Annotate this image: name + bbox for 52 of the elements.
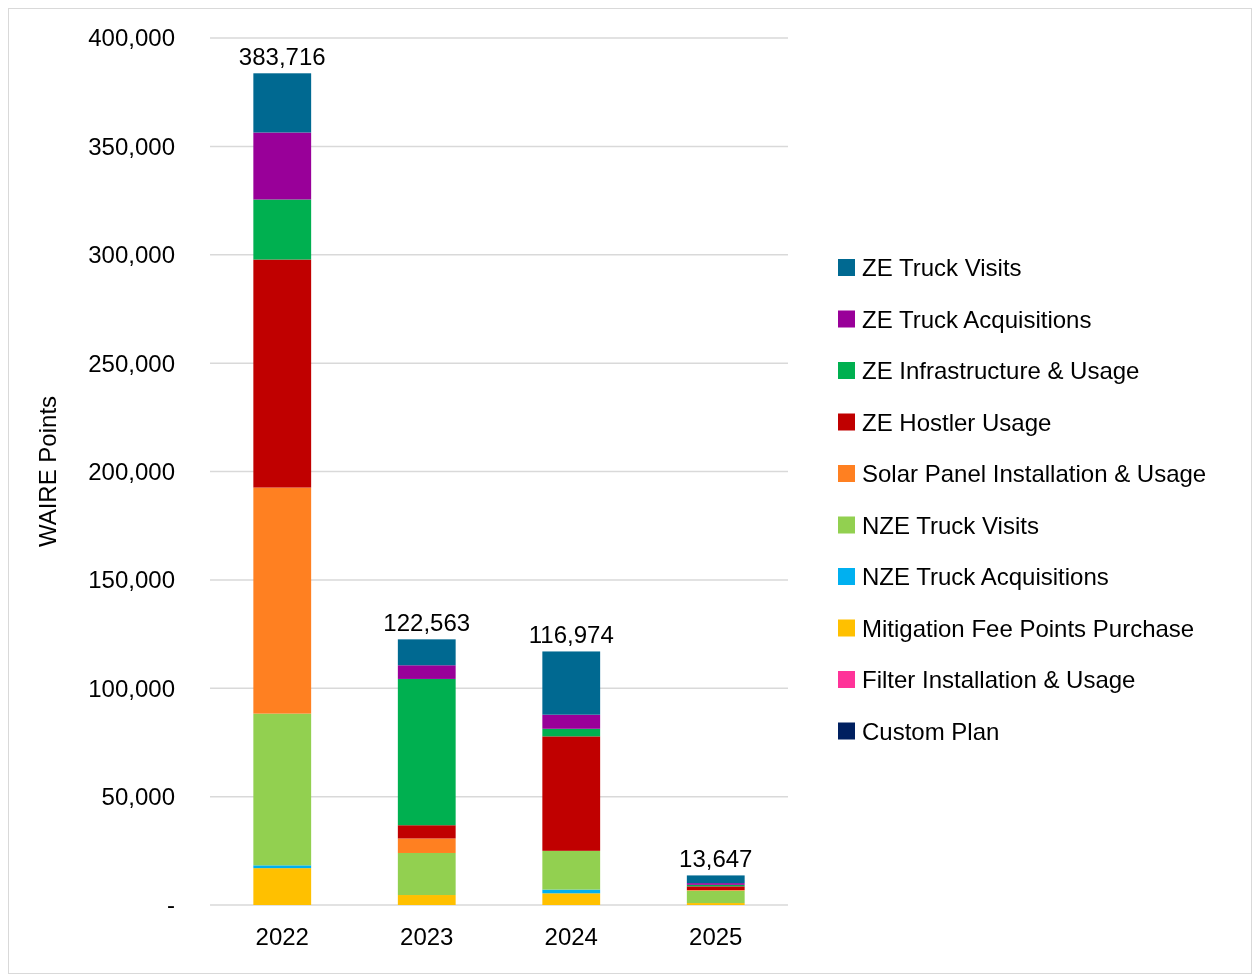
legend-label: Filter Installation & Usage <box>862 666 1136 694</box>
x-tick-label: 2025 <box>689 923 743 950</box>
y-tick-label: 50,000 <box>101 783 175 811</box>
bar <box>253 713 312 866</box>
x-tick-label: 2022 <box>255 923 309 950</box>
y-axis-title: WAIRE Points <box>34 395 61 548</box>
bar <box>253 259 312 488</box>
legend-label: Custom Plan <box>862 717 1000 745</box>
bar <box>397 852 456 896</box>
legend-label: ZE Infrastructure & Usage <box>862 357 1140 385</box>
bar <box>686 886 745 891</box>
bar <box>397 678 456 826</box>
bar <box>253 487 312 714</box>
total-label: 116,974 <box>528 621 614 649</box>
bar <box>542 850 601 890</box>
total-label: 13,647 <box>679 845 753 873</box>
y-tick-label: 200,000 <box>88 457 175 485</box>
bar <box>542 728 601 737</box>
bar <box>542 651 601 715</box>
x-tick-label: 2023 <box>400 923 454 950</box>
x-tick-label: 2024 <box>544 923 598 950</box>
bar <box>253 868 312 905</box>
bar <box>542 893 601 905</box>
legend-label: ZE Truck Visits <box>862 254 1022 282</box>
bar <box>686 890 745 904</box>
y-tick-label: 100,000 <box>88 674 175 702</box>
bar <box>253 199 312 260</box>
bar <box>397 665 456 679</box>
y-tick-label: - <box>167 891 175 919</box>
bar <box>397 825 456 839</box>
bar <box>542 714 601 729</box>
bar <box>253 132 312 200</box>
y-tick-label: 250,000 <box>88 349 175 377</box>
bar <box>397 838 456 853</box>
legend-label: Solar Panel Installation & Usage <box>862 460 1207 488</box>
bar <box>397 639 456 666</box>
bar <box>397 895 456 905</box>
legend-label: ZE Truck Acquisitions <box>862 305 1092 333</box>
y-tick-label: 150,000 <box>88 566 175 594</box>
y-tick-label: 400,000 <box>88 24 175 52</box>
y-tick-label: 350,000 <box>88 132 175 160</box>
bar <box>253 73 312 133</box>
bar <box>253 865 312 869</box>
bar <box>686 875 745 884</box>
legend-label: NZE Truck Visits <box>862 511 1039 539</box>
bar <box>542 736 601 851</box>
legend-label: NZE Truck Acquisitions <box>862 563 1109 591</box>
legend-label: ZE Hostler Usage <box>862 408 1052 436</box>
total-label: 122,563 <box>383 609 471 637</box>
y-tick-label: 300,000 <box>88 241 175 269</box>
total-label: 383,716 <box>238 43 326 71</box>
legend-label: Mitigation Fee Points Purchase <box>862 614 1195 642</box>
